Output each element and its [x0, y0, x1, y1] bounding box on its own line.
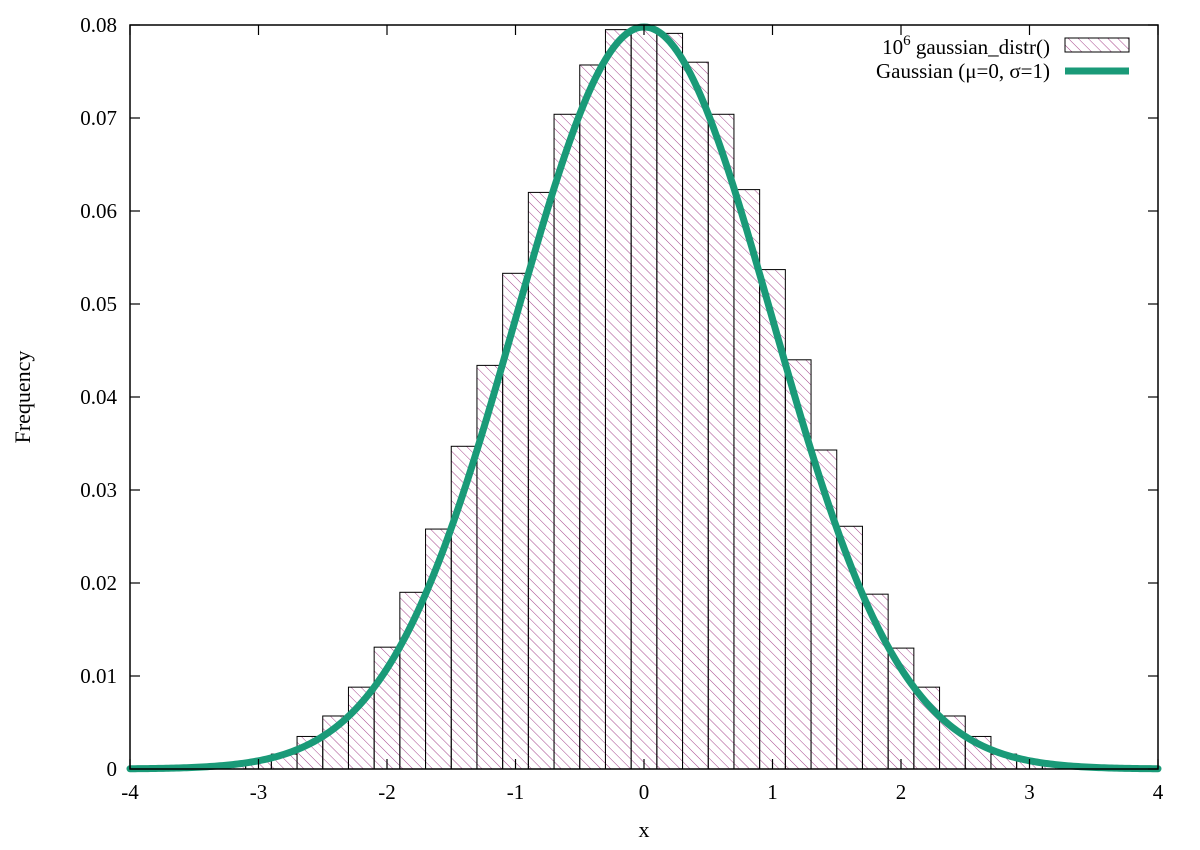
legend-label-gaussian: Gaussian (μ=0, σ=1): [876, 59, 1050, 83]
histogram-bar: [630, 27, 658, 770]
axis-tick-labels: -4 -3 -2 -1 0 1 2 3 4 0 0.01 0.02 0.03 0.04 0.05 0.06 0.…: [80, 13, 1164, 804]
y-tick-label: 0.07: [80, 106, 117, 130]
legend-swatch-histogram: [1064, 37, 1130, 53]
x-tick-label: -2: [378, 780, 396, 804]
legend-histogram-exponent: 6: [903, 33, 911, 49]
histogram-bar: [784, 359, 812, 770]
legend-histogram-base: 10: [882, 35, 903, 59]
legend-label-histogram: 106 gaussian_distr(): [882, 33, 1050, 59]
histogram-bar: [682, 61, 709, 770]
y-tick-label: 0.05: [80, 292, 117, 316]
x-tick-label: -3: [250, 780, 268, 804]
histogram-bar: [579, 64, 606, 770]
x-tick-label: 1: [767, 780, 778, 804]
histogram-bar: [553, 113, 581, 770]
histogram-bar: [656, 32, 684, 770]
x-tick-label: 2: [896, 780, 907, 804]
histogram-bar: [604, 29, 632, 770]
legend: 106 gaussian_distr() Gaussian (μ=0, σ=1): [876, 33, 1130, 83]
x-tick-label: 4: [1153, 780, 1164, 804]
x-tick-label: 0: [639, 780, 650, 804]
y-tick-label: 0.04: [80, 385, 117, 409]
x-tick-label: -1: [507, 780, 525, 804]
y-tick-label: 0: [107, 757, 118, 781]
x-tick-label: -4: [121, 780, 139, 804]
y-tick-label: 0.03: [80, 478, 117, 502]
histogram-bar: [810, 449, 838, 770]
axis-ticks: [129, 24, 1159, 770]
histogram-bar: [733, 189, 761, 770]
histogram-bar: [707, 113, 735, 770]
histogram-bar: [527, 191, 555, 770]
y-tick-label: 0.08: [80, 13, 117, 37]
y-tick-label: 0.06: [80, 199, 117, 223]
y-tick-label: 0.02: [80, 571, 117, 595]
y-axis-label: Frequency: [10, 351, 35, 444]
x-tick-label: 3: [1024, 780, 1035, 804]
y-tick-label: 0.01: [80, 664, 117, 688]
legend-histogram-rest: gaussian_distr(): [911, 35, 1050, 59]
x-axis-label: x: [639, 817, 650, 842]
